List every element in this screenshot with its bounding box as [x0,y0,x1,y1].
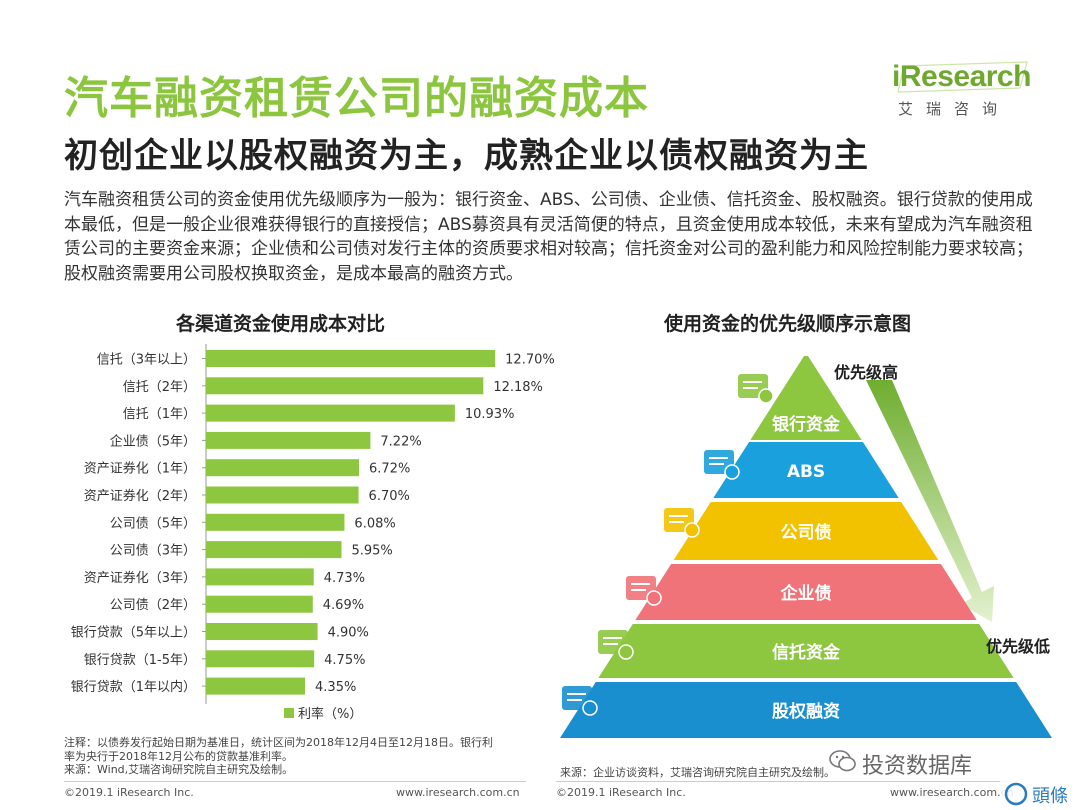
value-label: 4.35% [315,680,356,695]
bar [206,595,313,613]
card-icon [664,508,700,538]
logo-cn: 艾瑞咨询 [898,100,1011,118]
pyramid-level-label: 银行资金 [772,414,841,435]
priority-high-label: 优先级高 [834,363,898,382]
category-label: 公司债（2年） [110,598,196,613]
money-stack-icon [704,450,740,480]
category-label: 资产证券化（2年） [84,488,196,504]
legend-label: 利率（%） [298,706,362,722]
category-label: 企业债（5年） [110,433,196,449]
footer-copyright-left: ©2019.1 iResearch Inc. [64,786,194,799]
footer-divider-left [64,781,526,782]
logo-research: Research [899,60,1032,93]
priority-low-label: 优先级低 [986,637,1050,656]
category-label: 公司债（3年） [110,544,196,559]
value-label: 6.72% [369,462,410,477]
bar [206,568,314,586]
pyramid-level-label: 信托资金 [772,642,841,663]
logo-swoosh-icon [897,61,1028,93]
value-label: 4.73% [324,571,365,586]
intro-paragraph: 汽车融资租赁公司的资金使用优先级顺序为一般为：银行资金、ABS、公司债、企业债、… [64,190,1033,284]
value-label: 7.22% [380,434,421,449]
bar [206,541,342,559]
category-label: 资产证券化（3年） [84,570,196,586]
footer-url-right: www.iresearch.com.cn [890,786,1014,799]
category-label: 信托（3年以上） [97,353,196,368]
footer-url-left: www.iresearch.com.cn [396,786,520,799]
category-label: 公司债（5年） [110,516,196,531]
bar-chart-title: 各渠道资金使用成本对比 [176,313,386,335]
banknote-icon [562,686,598,716]
category-label: 资产证券化（1年） [84,461,196,477]
cost-bar-chart: 信托（3年以上） 12.70% 信托（2年） 12.18% 信托（1年） 10.93% 企业… [71,344,555,722]
iresearch-logo: iResearch 艾瑞咨询 [892,58,1032,120]
bar [206,459,360,477]
chart-notes: 注释：以债券发行起始日期为基准日，统计区间为2018年12月4日至12月18日。… [64,736,544,777]
value-label: 4.69% [323,598,364,613]
category-label: 信托（1年） [123,407,196,422]
pyramid-level-label: 股权融资 [772,701,840,722]
category-label: 银行贷款（1年以内） [71,679,196,695]
bar [206,650,315,668]
page-subtitle: 初创企业以股权融资为主，成熟企业以债权融资为主 [64,136,869,176]
value-label: 4.90% [328,626,369,641]
wechat-icon [829,750,856,772]
bar [206,623,318,640]
legend-swatch [284,708,294,718]
pyramid-level [560,682,1052,738]
badge-label: 頭條 [1032,786,1068,807]
value-label: 6.70% [369,489,410,504]
watermark-text: 投资数据库 [862,754,973,779]
pyramid-source: 来源：企业访谈资料，艾瑞咨询研究院自主研究及绘制。 [560,766,835,779]
toutiao-badge: 頭條 [1000,772,1080,810]
value-label: 6.08% [354,516,395,531]
pyramid-level [713,442,899,498]
page-title: 汽车融资租赁公司的融资成本 [64,73,649,124]
footer-copyright-right: ©2019.1 iResearch Inc. [556,786,686,799]
money-bag-icon [598,630,634,660]
value-label: 4.75% [324,653,365,668]
pyramid-level-label: ABS [787,462,825,482]
note-line-2: 率为央行于2018年12月公布的贷款基准利率。 [64,749,293,763]
category-label: 银行贷款（1-5年） [84,653,196,668]
bar [206,350,496,367]
value-label: 5.95% [351,544,392,559]
category-label: 银行贷款（5年以上） [71,626,196,641]
invoice-icon [626,576,662,606]
pyramid-level [598,624,1014,678]
bar [206,377,484,395]
bar [206,486,359,504]
pyramid-level-label: 企业债 [780,583,832,604]
value-label: 12.70% [505,353,555,368]
footer-divider-right [556,781,1018,782]
value-label: 10.93% [465,407,515,422]
bar [206,513,345,531]
logo-i: i [892,60,900,93]
pyramid-level [635,564,977,620]
bar [206,677,306,695]
note-source: 来源：Wind,艾瑞咨询研究院自主研究及绘制。 [64,763,294,776]
logo-wordmark: iResearch [892,60,1031,94]
category-label: 信托（2年） [123,380,196,395]
bar [206,404,455,422]
value-label: 12.18% [493,380,543,395]
pyramid-level-label: 公司债 [781,522,832,543]
pyramid-title: 使用资金的优先级顺序示意图 [664,313,912,335]
pyramid-level [673,502,939,560]
pyramid-level [750,356,862,440]
note-line-1: 注释：以债券发行起始日期为基准日，统计区间为2018年12月4日至12月18日。… [64,736,493,749]
document-pen-icon [738,374,774,404]
priority-arrow [866,380,994,622]
bar [206,431,371,449]
